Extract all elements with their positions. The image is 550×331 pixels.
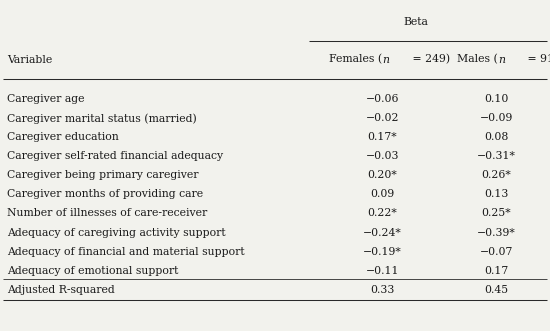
Text: 0.13: 0.13 [484,189,509,200]
Text: Adequacy of financial and material support: Adequacy of financial and material suppo… [7,247,245,257]
Text: −0.07: −0.07 [480,247,513,257]
Text: = 249): = 249) [409,54,450,65]
Text: Variable: Variable [7,55,52,65]
Text: −0.06: −0.06 [366,94,399,104]
Text: Adequacy of caregiving activity support: Adequacy of caregiving activity support [7,227,226,238]
Text: 0.09: 0.09 [370,189,394,200]
Text: Caregiver age: Caregiver age [7,94,85,104]
Text: Males (: Males ( [457,54,498,65]
Text: Adequacy of emotional support: Adequacy of emotional support [7,265,179,276]
Text: Caregiver marital status (married): Caregiver marital status (married) [7,113,197,123]
Text: Adjusted R-squared: Adjusted R-squared [7,285,115,295]
Text: 0.22*: 0.22* [367,209,397,218]
Text: Beta: Beta [403,17,428,26]
Text: −0.11: −0.11 [366,265,399,276]
Text: Females (: Females ( [329,54,382,65]
Text: 0.20*: 0.20* [367,170,397,180]
Text: 0.26*: 0.26* [481,170,512,180]
Text: 0.17*: 0.17* [367,132,397,142]
Text: 0.17: 0.17 [484,265,509,276]
Text: −0.31*: −0.31* [477,151,516,162]
Text: Caregiver being primary caregiver: Caregiver being primary caregiver [7,170,199,180]
Text: n: n [382,55,389,65]
Text: Caregiver education: Caregiver education [7,132,119,142]
Text: −0.19*: −0.19* [363,247,402,257]
Text: −0.03: −0.03 [366,151,399,162]
Text: −0.39*: −0.39* [477,227,516,238]
Text: −0.24*: −0.24* [363,227,402,238]
Text: Caregiver months of providing care: Caregiver months of providing care [7,189,204,200]
Text: = 91): = 91) [524,54,550,65]
Text: Caregiver self-rated financial adequacy: Caregiver self-rated financial adequacy [7,151,223,162]
Text: 0.45: 0.45 [485,285,508,295]
Text: 0.10: 0.10 [484,94,509,104]
Text: n: n [498,55,505,65]
Text: 0.08: 0.08 [484,132,509,142]
Text: −0.02: −0.02 [366,113,399,123]
Text: 0.25*: 0.25* [482,209,511,218]
Text: −0.09: −0.09 [480,113,513,123]
Text: 0.33: 0.33 [370,285,394,295]
Text: Number of illnesses of care-receiver: Number of illnesses of care-receiver [7,209,207,218]
